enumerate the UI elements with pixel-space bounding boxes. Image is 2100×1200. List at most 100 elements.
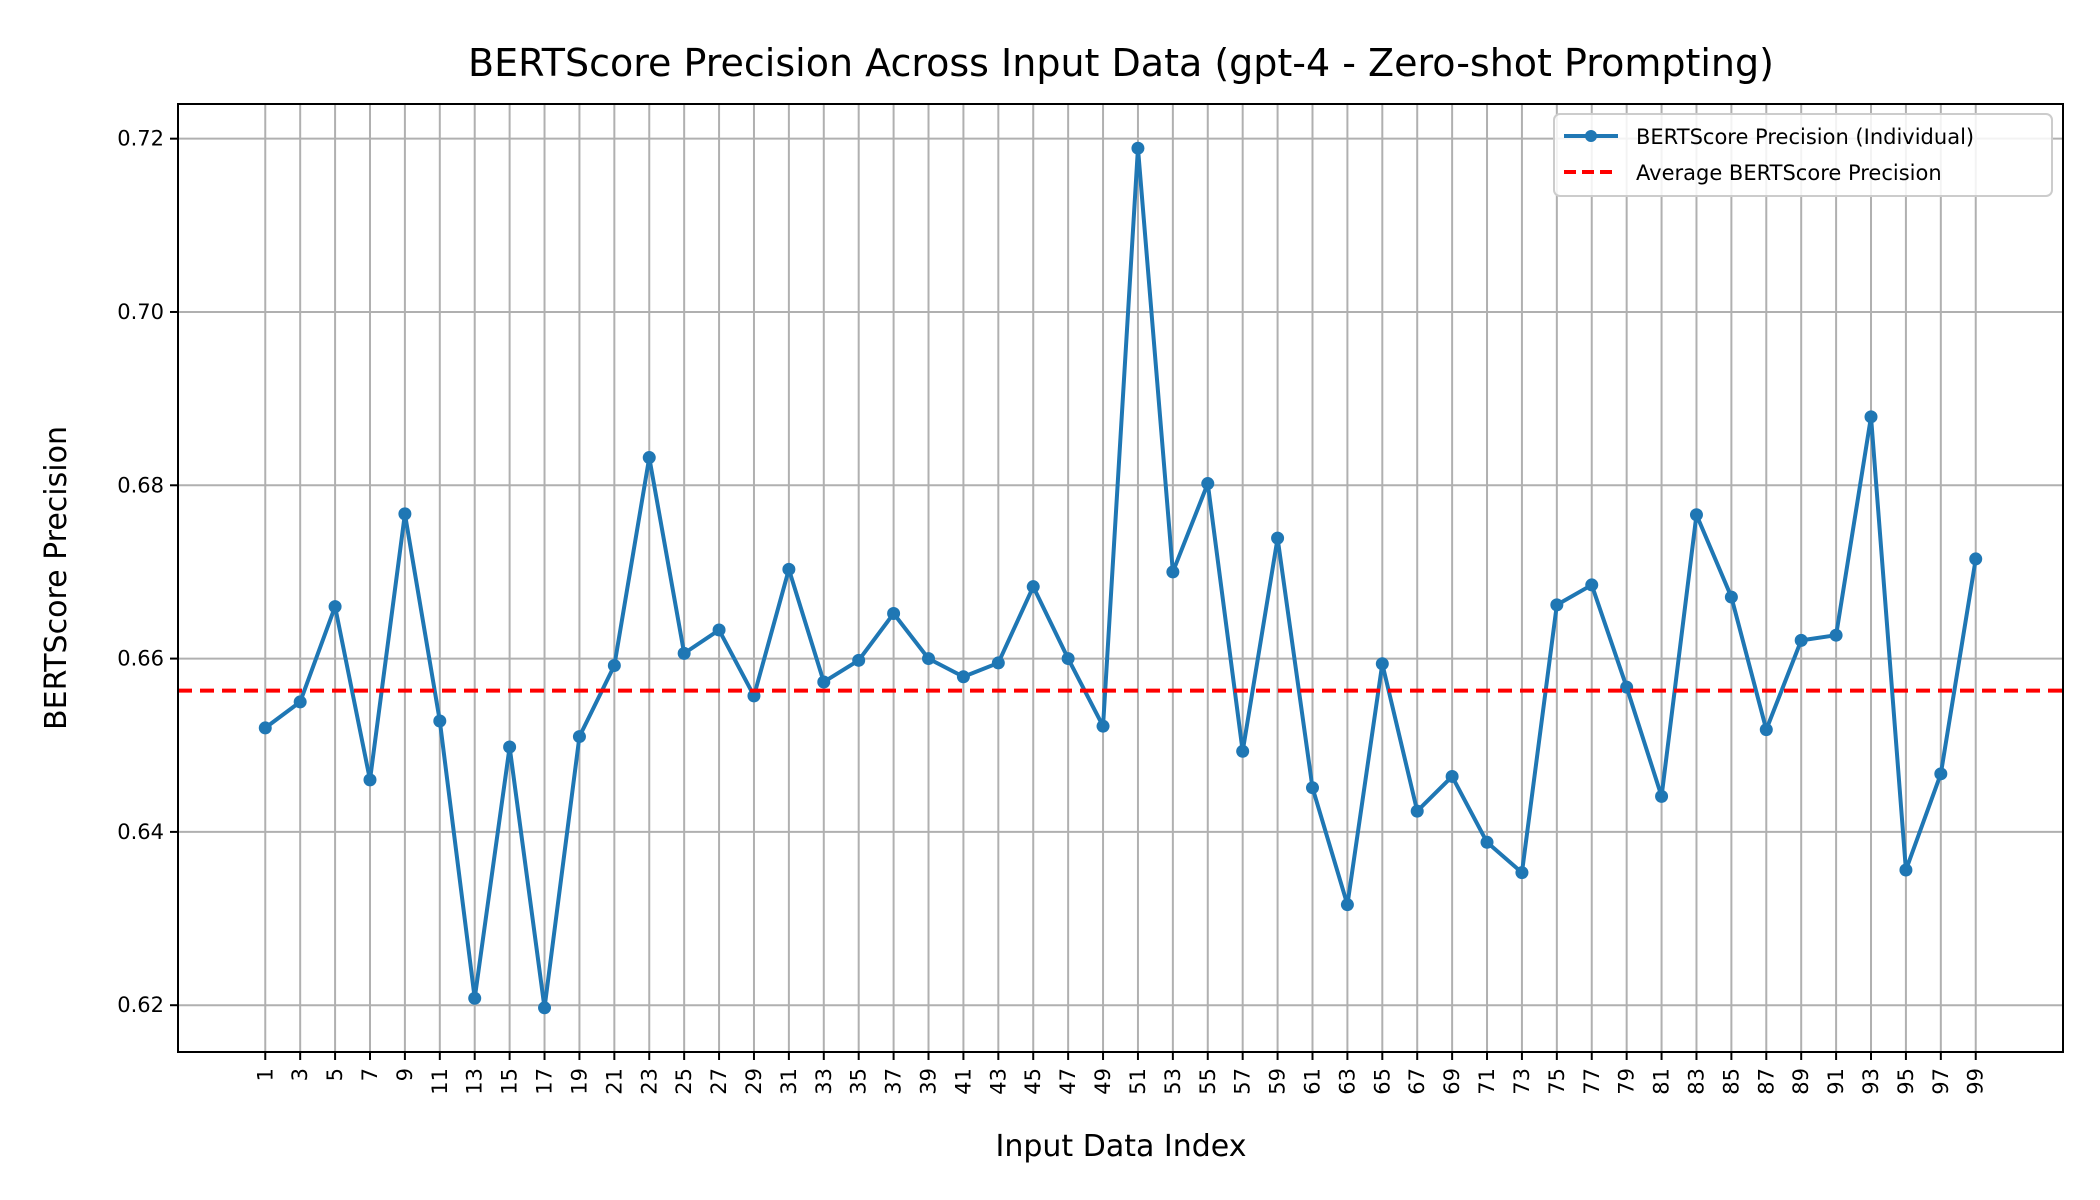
x-tick-label: 97 bbox=[1929, 1068, 1953, 1095]
x-tick-label: 49 bbox=[1091, 1068, 1115, 1095]
data-point bbox=[956, 670, 970, 684]
x-tick-label: 75 bbox=[1545, 1068, 1569, 1095]
data-point bbox=[572, 730, 586, 744]
data-point bbox=[363, 773, 377, 787]
data-point bbox=[922, 652, 936, 666]
data-point bbox=[607, 659, 621, 673]
data-point bbox=[817, 675, 831, 689]
x-tick-label: 29 bbox=[742, 1068, 766, 1095]
data-point bbox=[1410, 804, 1424, 818]
x-tick-label: 65 bbox=[1370, 1068, 1394, 1095]
legend-box bbox=[1553, 113, 2053, 197]
x-tick-label: 95 bbox=[1894, 1068, 1918, 1095]
data-point bbox=[887, 607, 901, 621]
x-tick-label: 21 bbox=[602, 1068, 626, 1095]
x-tick-label: 79 bbox=[1615, 1068, 1639, 1095]
x-tick-label: 1 bbox=[253, 1068, 277, 1081]
data-point bbox=[1271, 531, 1285, 545]
x-tick-label: 91 bbox=[1824, 1068, 1848, 1095]
data-point bbox=[398, 507, 412, 521]
x-tick-label: 13 bbox=[463, 1068, 487, 1095]
x-tick-label: 55 bbox=[1196, 1068, 1220, 1095]
data-point bbox=[1166, 565, 1180, 579]
x-tick-label: 83 bbox=[1684, 1068, 1708, 1095]
x-tick-label: 77 bbox=[1580, 1068, 1604, 1095]
data-point bbox=[1655, 789, 1669, 803]
data-point bbox=[1934, 767, 1948, 781]
legend-marker-individual bbox=[1585, 130, 1597, 142]
x-tick-label: 85 bbox=[1719, 1068, 1743, 1095]
chart-title: BERTScore Precision Across Input Data (g… bbox=[468, 41, 1774, 85]
data-point bbox=[1969, 552, 1983, 566]
data-point bbox=[503, 740, 517, 754]
data-point bbox=[1515, 866, 1529, 880]
data-point bbox=[1899, 863, 1913, 877]
data-point bbox=[1759, 723, 1773, 737]
data-point bbox=[433, 714, 447, 728]
series-line bbox=[264, 146, 1978, 1010]
x-tick-label: 17 bbox=[533, 1068, 557, 1095]
y-tick-label: 0.68 bbox=[117, 473, 164, 497]
data-point bbox=[1061, 652, 1075, 666]
data-point bbox=[1620, 680, 1634, 694]
x-tick-label: 43 bbox=[986, 1068, 1010, 1095]
data-point bbox=[1689, 508, 1703, 522]
data-point bbox=[1864, 410, 1878, 424]
x-axis-label: Input Data Index bbox=[996, 1129, 1247, 1164]
x-tick-label: 3 bbox=[288, 1068, 312, 1081]
data-point bbox=[1201, 477, 1215, 491]
x-tick-label: 27 bbox=[707, 1068, 731, 1095]
legend-label-individual: BERTScore Precision (Individual) bbox=[1636, 125, 1974, 149]
data-point bbox=[1340, 898, 1354, 912]
x-tick-label: 15 bbox=[498, 1068, 522, 1095]
x-tick-label: 19 bbox=[567, 1068, 591, 1095]
x-tick-label: 41 bbox=[951, 1068, 975, 1095]
data-point bbox=[1829, 628, 1843, 642]
data-point bbox=[677, 646, 691, 660]
x-tick-label: 33 bbox=[812, 1068, 836, 1095]
x-tick-label: 81 bbox=[1650, 1068, 1674, 1095]
legend-label-average: Average BERTScore Precision bbox=[1636, 161, 1942, 185]
x-tick-label: 57 bbox=[1231, 1068, 1255, 1095]
data-point bbox=[642, 451, 656, 465]
data-point bbox=[1794, 633, 1808, 647]
data-point bbox=[1096, 719, 1110, 733]
data-point bbox=[293, 695, 307, 709]
data-point bbox=[782, 562, 796, 576]
data-point bbox=[258, 721, 272, 735]
x-tick-label: 45 bbox=[1021, 1068, 1045, 1095]
x-tick-label: 87 bbox=[1754, 1068, 1778, 1095]
x-tick-label: 11 bbox=[428, 1068, 452, 1095]
x-tick-label: 99 bbox=[1964, 1068, 1988, 1095]
data-point bbox=[712, 623, 726, 637]
x-tick-label: 59 bbox=[1266, 1068, 1290, 1095]
data-point bbox=[1550, 598, 1564, 612]
x-tick-label: 7 bbox=[358, 1068, 382, 1081]
data-point bbox=[991, 656, 1005, 670]
data-point bbox=[328, 600, 342, 614]
y-axis-label: BERTScore Precision bbox=[39, 426, 74, 730]
data-point bbox=[852, 653, 866, 667]
y-tick-label: 0.62 bbox=[117, 993, 164, 1017]
x-tick-label: 67 bbox=[1405, 1068, 1429, 1095]
x-tick-label: 51 bbox=[1126, 1068, 1150, 1095]
x-tick-label: 63 bbox=[1335, 1068, 1359, 1095]
x-tick-label: 69 bbox=[1440, 1068, 1464, 1095]
x-tick-label: 23 bbox=[637, 1068, 661, 1095]
data-point bbox=[1236, 744, 1250, 758]
x-tick-label: 53 bbox=[1161, 1068, 1185, 1095]
y-tick-label: 0.72 bbox=[117, 127, 164, 151]
x-tick-label: 73 bbox=[1510, 1068, 1534, 1095]
series-layer bbox=[178, 141, 2063, 1015]
data-point bbox=[1585, 578, 1599, 592]
axis-ticks: 1 3 5 7 9 11 13 15 17 19 21 23 25 27 29 31 33 35 37 39 41 43 4… bbox=[117, 127, 1987, 1095]
data-point bbox=[1375, 657, 1389, 671]
legend: BERTScore Precision (Individual) Average… bbox=[1553, 113, 2053, 197]
x-tick-label: 37 bbox=[882, 1068, 906, 1095]
x-tick-label: 93 bbox=[1859, 1068, 1883, 1095]
y-tick-label: 0.66 bbox=[117, 647, 164, 671]
data-point bbox=[1131, 141, 1145, 155]
x-tick-label: 71 bbox=[1475, 1068, 1499, 1095]
x-tick-label: 47 bbox=[1056, 1068, 1080, 1095]
